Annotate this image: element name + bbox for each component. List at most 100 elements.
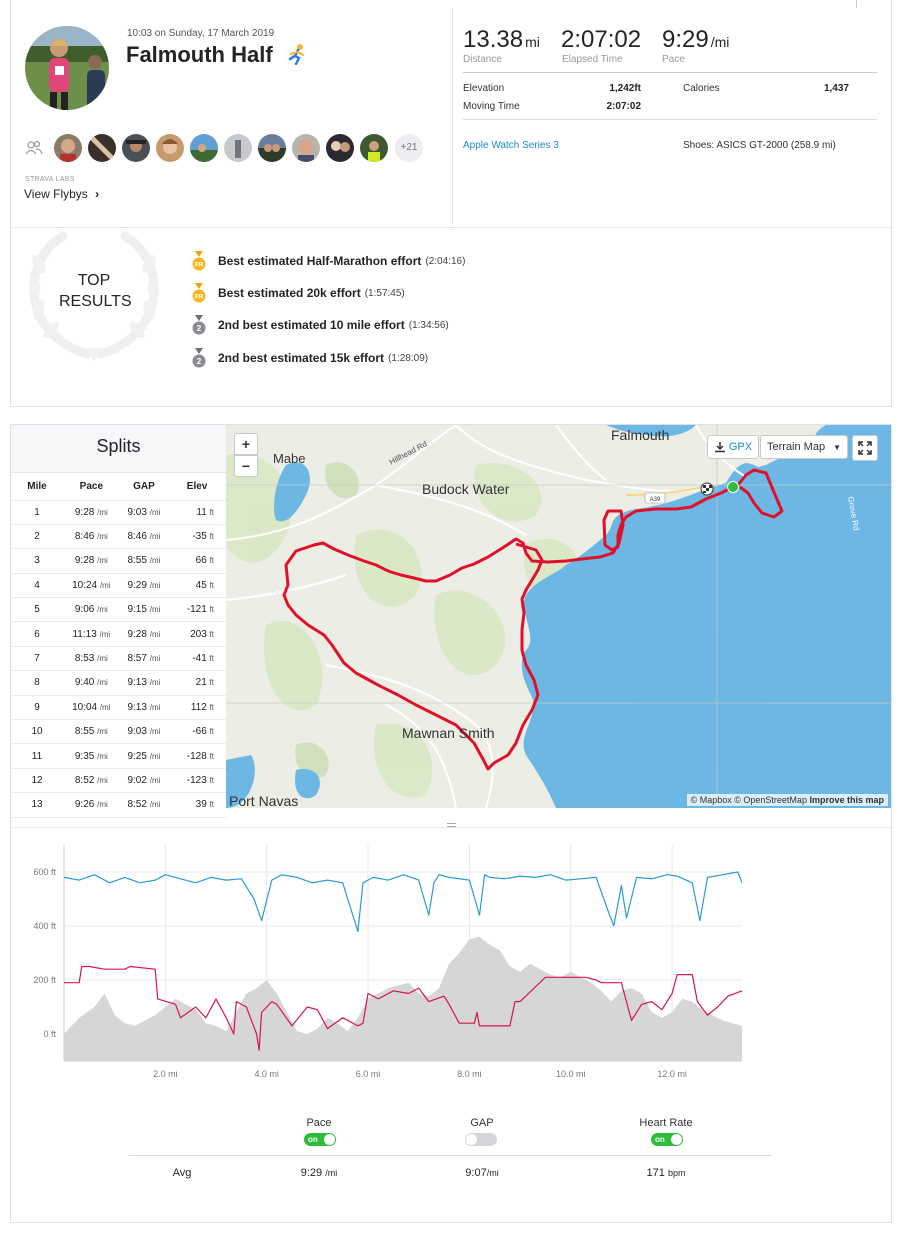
split-elev-unit: ft [209, 751, 214, 761]
split-elev-unit: ft [209, 727, 214, 737]
group-athlete-avatar[interactable] [190, 134, 218, 162]
split-pace-value: 9:35 [74, 750, 95, 762]
split-pace-value: 9:40 [74, 677, 95, 689]
stats-divider [463, 119, 877, 120]
split-gap-unit: /mi [149, 532, 161, 542]
split-gap: 9:03 /mi [119, 500, 169, 525]
split-row[interactable]: 10 8:55 /mi 9:03 /mi -66 ft [11, 719, 226, 745]
split-gap-unit: /mi [149, 751, 161, 761]
panel-resize-handle[interactable] [11, 821, 891, 828]
split-gap-value: 8:52 [127, 799, 147, 811]
group-athlete-avatar[interactable] [360, 134, 388, 162]
view-flybys-link[interactable]: View Flybys › [24, 187, 99, 201]
summary-divider [452, 9, 453, 226]
group-athlete-avatar[interactable] [258, 134, 286, 162]
improve-map-link[interactable]: Improve this map [809, 795, 884, 805]
split-pace: 9:26 /mi [63, 792, 120, 818]
split-mile: 9 [11, 695, 63, 721]
export-gpx-label: GPX [728, 441, 753, 453]
split-row[interactable]: 5 9:06 /mi 9:15 /mi -121 ft [11, 597, 226, 623]
drag-grip-icon[interactable] [447, 823, 456, 827]
split-elev-value: -128 [186, 750, 207, 762]
group-athlete-avatar[interactable] [54, 134, 82, 162]
split-pace-unit: /mi [97, 800, 108, 810]
split-row[interactable]: 11 9:35 /mi 9:25 /mi -128 ft [11, 743, 226, 769]
split-row[interactable]: 6 11:13 /mi 9:28 /mi 203 ft [11, 621, 226, 647]
heart-rate-line-series [64, 965, 743, 1051]
splits-header-row: Mile Pace GAP Elev [11, 474, 226, 501]
split-elev-value: 21 [195, 677, 207, 689]
avg-heart-rate-unit: bpm [667, 1168, 686, 1178]
map-style-dropdown[interactable]: Terrain Map ▼ [760, 435, 848, 459]
avg-pace: 9:29 /mi [259, 1167, 379, 1179]
split-row[interactable]: 13 9:26 /mi 8:52 /mi 39 ft [11, 792, 226, 818]
map-place-label: Port Navas [229, 793, 299, 808]
split-row[interactable]: 4 10:24 /mi 9:29 /mi 45 ft [11, 573, 226, 599]
split-gap-value: 8:57 [127, 653, 147, 665]
split-elev-unit: ft [209, 654, 214, 664]
split-row[interactable]: 8 9:40 /mi 9:13 /mi 21 ft [11, 670, 226, 696]
group-athlete-avatar[interactable] [122, 134, 150, 162]
split-row[interactable]: 1 9:28 /mi 9:03 /mi 11 ft [11, 500, 226, 525]
split-pace-value: 9:28 [74, 555, 95, 567]
splits-body: 1 9:28 /mi 9:03 /mi 11 ft 2 8:46 /mi 8:46 /mi -… [11, 500, 226, 818]
split-mile: 12 [11, 768, 63, 794]
split-pace: 10:24 /mi [63, 573, 120, 599]
split-elev-value: -66 [192, 726, 207, 738]
split-row[interactable]: 3 9:28 /mi 8:55 /mi 66 ft [11, 548, 226, 574]
zoom-in-button[interactable]: + [234, 433, 258, 455]
athlete-photo [54, 134, 82, 162]
export-gpx-button[interactable]: GPX [707, 435, 759, 459]
split-row[interactable]: 2 8:46 /mi 8:46 /mi -35 ft [11, 524, 226, 550]
toggle-on-text: on [308, 1135, 318, 1144]
split-gap: 8:52 /mi [119, 792, 169, 818]
split-pace-unit: /mi [99, 580, 111, 590]
split-mile-value: 10 [31, 726, 43, 738]
split-row[interactable]: 9 10:04 /mi 9:13 /mi 112 ft [11, 695, 226, 721]
elevation-label: Elevation [463, 83, 505, 94]
split-pace: 9:06 /mi [63, 597, 120, 623]
athlete-avatar[interactable] [25, 26, 109, 110]
toggle-knob [671, 1134, 682, 1145]
shoes-info: Shoes: ASICS GT-2000 (258.9 mi) [683, 140, 836, 151]
elevation-value: 1,242ft [609, 83, 641, 94]
activity-chart[interactable]: 600 ft 400 ft 200 ft 0 ft 2.0 mi 4.0 mi 6.0 mi… [11, 835, 891, 1085]
split-gap-unit: /mi [149, 654, 161, 664]
activity-title[interactable]: Falmouth Half [126, 42, 273, 67]
group-athlete-avatar[interactable] [156, 134, 184, 162]
group-athlete-avatar[interactable] [292, 134, 320, 162]
more-athletes-badge[interactable]: +21 [395, 134, 423, 162]
group-athlete-avatar[interactable] [326, 134, 354, 162]
pace-line-series [63, 871, 743, 932]
split-pace-unit: /mi [97, 775, 108, 785]
achievement-item[interactable]: 2 2nd best estimated 10 mile effort (1:3… [192, 315, 449, 335]
stat-elapsed: 2:07:02 [561, 26, 641, 54]
pace-toggle[interactable]: on [304, 1133, 336, 1146]
split-mile-value: 7 [34, 653, 40, 665]
fullscreen-button[interactable] [852, 435, 878, 461]
device-link[interactable]: Apple Watch Series 3 [463, 140, 559, 151]
split-gap-unit: /mi [149, 556, 161, 566]
avg-gap-value: 9:07 [465, 1167, 487, 1179]
heart-rate-toggle[interactable]: on [651, 1133, 683, 1146]
achievement-item[interactable]: 2 2nd best estimated 15k effort (1:28:09… [192, 348, 428, 368]
group-athlete-avatar[interactable] [88, 134, 116, 162]
split-pace-value: 8:52 [74, 774, 95, 786]
group-athlete-avatar[interactable] [224, 134, 252, 162]
split-row[interactable]: 7 8:53 /mi 8:57 /mi -41 ft [11, 646, 226, 672]
toggle-knob [324, 1134, 335, 1145]
map-attribution-text: © Mapbox © OpenStreetMap [690, 795, 807, 805]
gap-toggle[interactable] [465, 1133, 497, 1146]
achievement-item[interactable]: PR Best estimated 20k effort (1:57:45) [192, 283, 405, 303]
split-pace-value: 9:06 [74, 604, 95, 616]
download-icon [714, 442, 725, 453]
avg-pace-unit: /mi [325, 1168, 338, 1178]
route-map[interactable]: A39 Hillhead Rd Grove Rd Falmouth Mabe B… [226, 425, 891, 808]
split-row[interactable]: 12 8:52 /mi 9:02 /mi -123 ft [11, 768, 226, 794]
achievement-item[interactable]: PR Best estimated Half-Marathon effort (… [192, 251, 465, 271]
achievement-time: (2:04:16) [425, 255, 466, 267]
stat-distance-label: Distance [463, 54, 502, 65]
zoom-out-button[interactable]: − [234, 455, 258, 477]
split-mile-value: 11 [31, 750, 43, 762]
split-mile-value: 2 [34, 531, 40, 543]
